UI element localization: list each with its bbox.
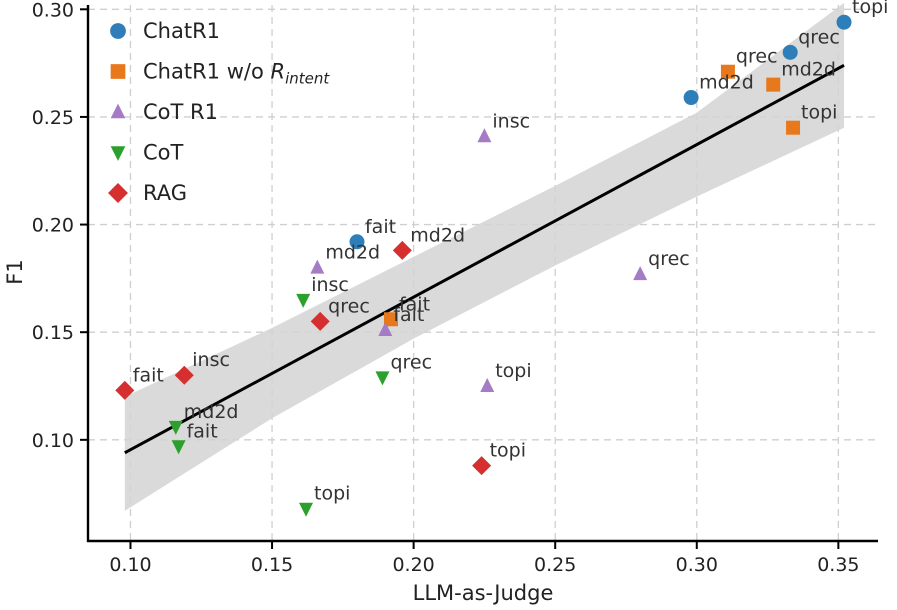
y-tick-label: 0.15 <box>32 322 74 344</box>
legend-label-subscript: intent <box>285 70 330 88</box>
point-label: topi <box>490 440 526 462</box>
legend-label: ChatR1 w/o Rintent <box>143 60 330 88</box>
y-tick-label: 0.25 <box>32 107 74 129</box>
point-label: md2d <box>325 242 380 264</box>
data-point-chatr1 <box>683 90 699 106</box>
point-label: insc <box>311 274 349 296</box>
confidence-band <box>124 2 845 511</box>
y-tick-label: 0.10 <box>32 430 74 452</box>
regression-line <box>124 63 845 455</box>
legend-label-text: ChatR1 w/o <box>143 60 270 84</box>
data-point-cot <box>171 440 186 455</box>
point-label: fait <box>133 364 164 386</box>
data-point-chatr1 <box>349 234 365 250</box>
legend-label: CoT <box>143 141 184 165</box>
data-point-cot_r1 <box>477 128 492 143</box>
legend-label-text: ChatR1 <box>143 19 220 43</box>
y-tick-label: 0.30 <box>32 0 74 21</box>
data-point-chatr1_wo <box>786 120 801 135</box>
confidence-band-layer <box>124 2 845 511</box>
data-point-cot_r1 <box>378 322 393 337</box>
legend-marker-cot <box>110 146 126 161</box>
legend-label-math: R <box>270 60 285 84</box>
x-tick-label: 0.10 <box>109 554 151 576</box>
y-tick-label: 0.20 <box>32 215 74 237</box>
data-point-chatr1_wo <box>766 77 781 92</box>
x-tick-label: 0.25 <box>534 554 576 576</box>
legend-label-text: RAG <box>143 181 187 205</box>
legend-marker-chatr1 <box>110 23 126 39</box>
point-label: md2d <box>699 72 754 94</box>
point-label: fait <box>365 216 396 238</box>
x-tick-label: 0.35 <box>817 554 859 576</box>
data-point-cot <box>296 293 311 308</box>
x-tick-label: 0.30 <box>676 554 718 576</box>
point-label: topi <box>314 483 350 505</box>
data-point-cot <box>299 502 314 517</box>
y-axis-label: F1 <box>3 259 27 284</box>
data-point-cot <box>375 371 390 386</box>
data-point-chatr1 <box>836 14 852 30</box>
legend-label: ChatR1 <box>143 19 220 43</box>
data-point-rag <box>310 311 330 331</box>
fit-line-layer <box>124 63 845 455</box>
x-tick-label: 0.20 <box>392 554 434 576</box>
point-label: insc <box>492 110 530 132</box>
data-point-rag <box>174 365 194 385</box>
point-label: qrec <box>390 351 432 373</box>
point-label: fait <box>187 420 218 442</box>
point-label: fait <box>399 293 430 315</box>
legend-marker-rag <box>108 183 128 203</box>
data-point-rag <box>472 456 492 476</box>
legend-label-text: CoT <box>143 141 184 165</box>
legend-marker-chatr1_wo <box>110 64 126 79</box>
point-label: fait <box>393 304 424 326</box>
point-label: topi <box>495 360 531 382</box>
data-point-cot_r1 <box>310 259 325 274</box>
x-axis-label: LLM-as-Judge <box>413 581 554 605</box>
data-point-rag <box>115 380 135 400</box>
data-point-rag <box>392 240 412 260</box>
legend: ChatR1 ChatR1 w/o Rintent CoT R1 CoT RAG <box>108 19 330 205</box>
legend-label: RAG <box>143 181 187 205</box>
point-labels-layer: topiqrecmd2dfaitqrecmd2dtopifaitinscmd2d… <box>133 0 889 505</box>
point-label: insc <box>192 349 230 371</box>
data-point-chatr1 <box>782 44 798 60</box>
point-label: qrec <box>328 295 370 317</box>
data-point-cot_r1 <box>633 266 648 281</box>
point-label: topi <box>801 102 837 124</box>
point-label: qrec <box>648 248 690 270</box>
axes: 0.10 0.15 0.20 0.25 0.30 0.35 0.10 0.15 0.20 0.25… <box>32 0 878 576</box>
point-label: qrec <box>798 26 840 48</box>
point-label: md2d <box>184 401 239 423</box>
point-label: md2d <box>781 59 836 81</box>
legend-label: CoT R1 <box>143 100 218 124</box>
data-point-chatr1_wo <box>720 64 735 79</box>
x-tick-label: 0.15 <box>251 554 293 576</box>
data-point-cot_r1 <box>480 378 495 393</box>
legend-marker-cot_r1 <box>110 103 126 119</box>
data-point-chatr1_wo <box>383 312 398 327</box>
legend-label-text: CoT R1 <box>143 100 218 124</box>
data-point-cot <box>168 420 183 435</box>
point-label: md2d <box>410 224 465 246</box>
data-points-layer <box>115 14 852 517</box>
point-label: topi <box>852 0 888 18</box>
point-label: qrec <box>736 46 778 68</box>
